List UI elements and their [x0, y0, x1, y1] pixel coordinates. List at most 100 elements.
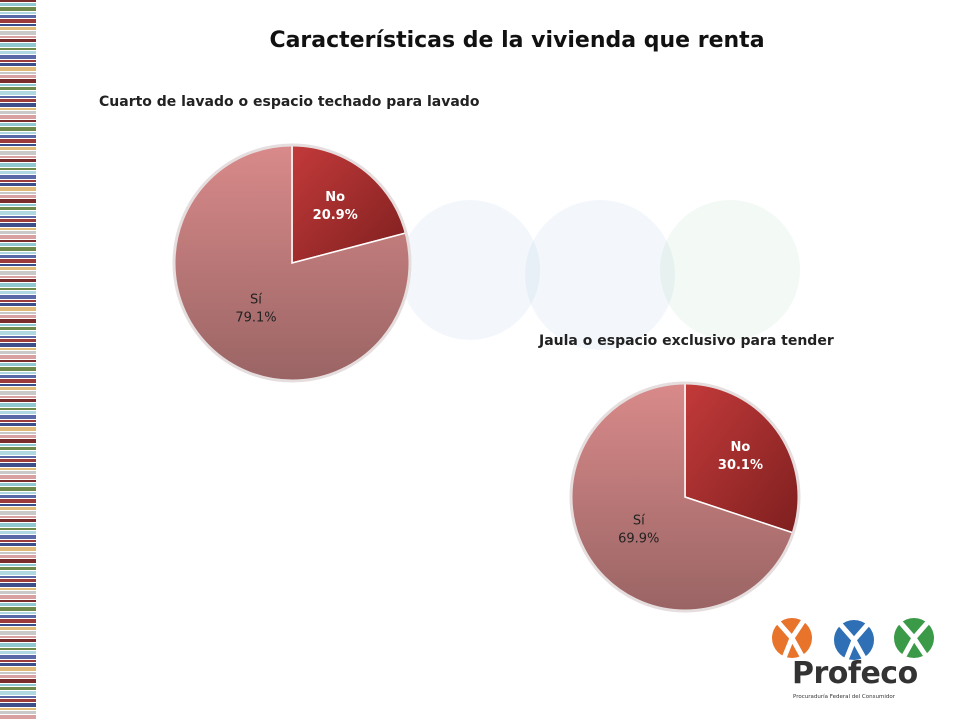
stripe	[0, 451, 36, 455]
stripe	[0, 151, 36, 155]
stripe	[0, 396, 36, 398]
stripe	[0, 231, 36, 234]
stripe	[0, 648, 36, 650]
stripe	[0, 711, 36, 714]
stripe	[0, 319, 36, 323]
stripe	[0, 555, 36, 558]
stripe	[0, 715, 36, 719]
stripe	[0, 675, 36, 678]
stripe	[0, 108, 36, 110]
stripe	[0, 336, 36, 338]
stripe	[0, 600, 36, 602]
stripe	[0, 279, 36, 282]
slice-value-si: 69.9%	[618, 531, 659, 546]
stripe	[0, 91, 36, 95]
stripe	[0, 207, 36, 210]
stripe	[0, 84, 36, 86]
stripe	[0, 375, 36, 378]
stripe	[0, 456, 36, 458]
stripe	[0, 135, 36, 138]
stripe	[0, 619, 36, 623]
stripe	[0, 303, 36, 306]
stripe	[0, 211, 36, 215]
stripe	[0, 687, 36, 690]
stripe	[0, 331, 36, 335]
stripe	[0, 552, 36, 554]
stripe	[0, 651, 36, 654]
stripe	[0, 435, 36, 438]
slice-label-si: Sí	[633, 513, 645, 528]
stripe	[0, 247, 36, 251]
stripe	[0, 216, 36, 218]
stripe	[0, 591, 36, 594]
stripe	[0, 79, 36, 83]
stripe	[0, 579, 36, 582]
stripe	[0, 183, 36, 186]
stripe	[0, 495, 36, 498]
stripe	[0, 192, 36, 194]
stripe	[0, 531, 36, 534]
stripe	[0, 660, 36, 662]
pie-outline	[569, 381, 801, 613]
stripe	[0, 547, 36, 551]
stripe	[0, 583, 36, 587]
stripe	[0, 684, 36, 686]
stripe	[0, 228, 36, 230]
stripe	[0, 367, 36, 371]
stripe	[0, 447, 36, 450]
stripe	[0, 408, 36, 410]
stripe	[0, 199, 36, 203]
stripe	[0, 483, 36, 486]
stripe	[0, 123, 36, 126]
stripe	[0, 43, 36, 47]
stripe	[0, 679, 36, 683]
stripe	[0, 399, 36, 402]
stripe	[0, 255, 36, 258]
stripe	[0, 523, 36, 527]
stripe	[0, 295, 36, 299]
stripe	[0, 0, 36, 2]
stripe	[0, 31, 36, 35]
stripe	[0, 708, 36, 710]
decorative-stripe-border	[0, 0, 36, 719]
stripe	[0, 588, 36, 590]
slice-value-no: 20.9%	[313, 208, 358, 223]
stripe	[0, 564, 36, 566]
stripe	[0, 459, 36, 462]
stripe	[0, 540, 36, 542]
page-title: Características de la vivienda que renta	[269, 28, 765, 53]
stripe	[0, 144, 36, 146]
stripe	[0, 115, 36, 119]
stripe	[0, 24, 36, 26]
stripe	[0, 567, 36, 570]
stripe	[0, 351, 36, 354]
stripe	[0, 19, 36, 23]
stripe	[0, 63, 36, 66]
stripe	[0, 195, 36, 198]
stripe	[0, 276, 36, 278]
stripe	[0, 187, 36, 191]
stripe	[0, 471, 36, 474]
stripe	[0, 87, 36, 90]
stripe	[0, 55, 36, 59]
stripe	[0, 612, 36, 614]
stripe	[0, 27, 36, 30]
stripe	[0, 171, 36, 174]
stripe	[0, 288, 36, 290]
stripe	[0, 343, 36, 347]
stripe	[0, 516, 36, 518]
stripe	[0, 72, 36, 74]
stripe	[0, 504, 36, 506]
stripe	[0, 75, 36, 78]
stripe	[0, 636, 36, 638]
stripe	[0, 543, 36, 546]
stripe	[0, 355, 36, 359]
stripe	[0, 699, 36, 702]
pie-chart-tender: No 30.1% Sí 69.9%	[569, 381, 801, 613]
stripe	[0, 51, 36, 54]
stripe	[0, 639, 36, 642]
stripe	[0, 559, 36, 563]
stripe	[0, 627, 36, 630]
stripe	[0, 103, 36, 107]
stripe	[0, 219, 36, 222]
